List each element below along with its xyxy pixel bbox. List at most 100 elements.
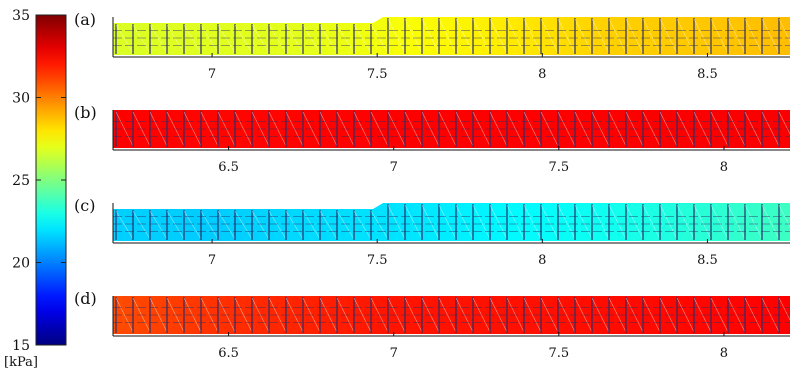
mesh-diagonal (115, 111, 134, 147)
mesh-diagonal (676, 204, 695, 240)
mesh-diagonal (523, 204, 542, 240)
mesh-diagonal (353, 111, 372, 147)
mesh-diagonal (625, 204, 644, 240)
x-tick-label: 6.5 (218, 346, 239, 361)
mesh-diagonal (659, 18, 678, 54)
mesh-diagonal (744, 18, 763, 54)
x-tick-label: 7 (390, 160, 398, 175)
mesh-diagonal (234, 111, 253, 147)
mesh-diagonal (761, 18, 780, 54)
mesh-diagonal (200, 210, 219, 240)
mesh-diagonal (540, 204, 559, 240)
mesh-diagonal (506, 18, 525, 54)
mesh-diagonal (268, 24, 287, 54)
x-tick-label: 8 (538, 253, 546, 268)
colorbar: 15 20 25 30 35 [kPa] (4, 8, 67, 370)
mesh-diagonal (319, 210, 338, 240)
mesh-diagonal (744, 204, 763, 240)
mesh-diagonal (438, 111, 457, 147)
mesh-diagonal (438, 297, 457, 333)
colorbar-tick-label: 15 (12, 338, 30, 354)
mesh-diagonal (183, 210, 202, 240)
x-tick-label: 7 (208, 67, 216, 82)
panel-label: (b) (74, 103, 97, 122)
mesh-diagonal (149, 111, 168, 147)
mesh (113, 111, 790, 147)
mesh-diagonal (353, 297, 372, 333)
mesh-diagonal (404, 204, 423, 240)
mesh-diagonal (438, 18, 457, 54)
mesh-diagonal (608, 204, 627, 240)
mesh-diagonal (489, 204, 508, 240)
x-tick-label: 8.5 (697, 253, 718, 268)
mesh-diagonal (710, 18, 729, 54)
mesh-diagonal (523, 297, 542, 333)
x-tick-label: 8 (720, 160, 728, 175)
mesh-diagonal (625, 18, 644, 54)
mesh-diagonal (353, 24, 372, 54)
mesh-diagonal (387, 18, 406, 54)
x-tick-label: 7 (208, 253, 216, 268)
mesh-diagonal (166, 210, 185, 240)
x-tick-label: 7 (390, 346, 398, 361)
mesh-diagonal (557, 111, 576, 147)
mesh-diagonal (421, 204, 440, 240)
mesh-diagonal (676, 18, 695, 54)
mesh-diagonal (149, 210, 168, 240)
mesh-diagonal (183, 24, 202, 54)
panel-c: 7 7.5 8 8.5 (c) (74, 196, 790, 268)
mesh-diagonal (234, 297, 253, 333)
colorbar-tick-label: 30 (12, 91, 30, 107)
mesh-diagonal (761, 111, 780, 147)
mesh-diagonal (251, 24, 270, 54)
mesh-diagonal (319, 297, 338, 333)
mesh-diagonal (217, 24, 236, 54)
mesh-diagonal (234, 24, 253, 54)
mesh-diagonal (659, 204, 678, 240)
mesh-diagonal (149, 297, 168, 333)
mesh-diagonal (642, 111, 661, 147)
mesh-diagonal (472, 204, 491, 240)
mesh-diagonal (336, 24, 355, 54)
mesh-diagonal (285, 24, 304, 54)
mesh-diagonal (217, 210, 236, 240)
mesh-diagonal (455, 18, 474, 54)
mesh-diagonal (727, 297, 746, 333)
mesh-diagonal (115, 210, 134, 240)
colorbar-unit-label: [kPa] (4, 355, 38, 370)
panel-label: (d) (74, 289, 97, 308)
mesh-diagonal (591, 18, 610, 54)
mesh-diagonal (489, 18, 508, 54)
mesh (113, 18, 790, 54)
mesh-diagonal (455, 204, 474, 240)
mesh-diagonal (523, 18, 542, 54)
mesh-diagonal (319, 111, 338, 147)
mesh-diagonal (557, 18, 576, 54)
mesh-diagonal (608, 18, 627, 54)
colorbar-tick-label: 20 (12, 256, 30, 272)
mesh-diagonal (132, 24, 151, 54)
x-tick-label: 6.5 (218, 160, 239, 175)
colorbar-tick-label: 35 (12, 8, 30, 24)
mesh-diagonal (778, 18, 790, 42)
mesh (113, 297, 790, 333)
panel-label: (c) (74, 196, 95, 215)
x-tick-label: 8 (538, 67, 546, 82)
mesh-diagonal (693, 204, 712, 240)
mesh-diagonal (115, 297, 134, 333)
mesh-diagonal (132, 210, 151, 240)
mesh-diagonal (727, 111, 746, 147)
mesh-diagonal (523, 111, 542, 147)
mesh-diagonal (540, 18, 559, 54)
colorbar-tick-label: 25 (12, 173, 30, 189)
mesh-diagonal (353, 210, 372, 240)
mesh-diagonal (761, 204, 780, 240)
panel-b: 6.5 7 7.5 8 (b) (74, 103, 790, 175)
panel-d: 6.5 7 7.5 8 (d) (74, 289, 790, 361)
mesh-diagonal (438, 204, 457, 240)
mesh-diagonal (234, 210, 253, 240)
mesh-diagonal (166, 24, 185, 54)
mesh-diagonal (251, 210, 270, 240)
mesh-diagonal (642, 297, 661, 333)
mesh-diagonal (574, 18, 593, 54)
